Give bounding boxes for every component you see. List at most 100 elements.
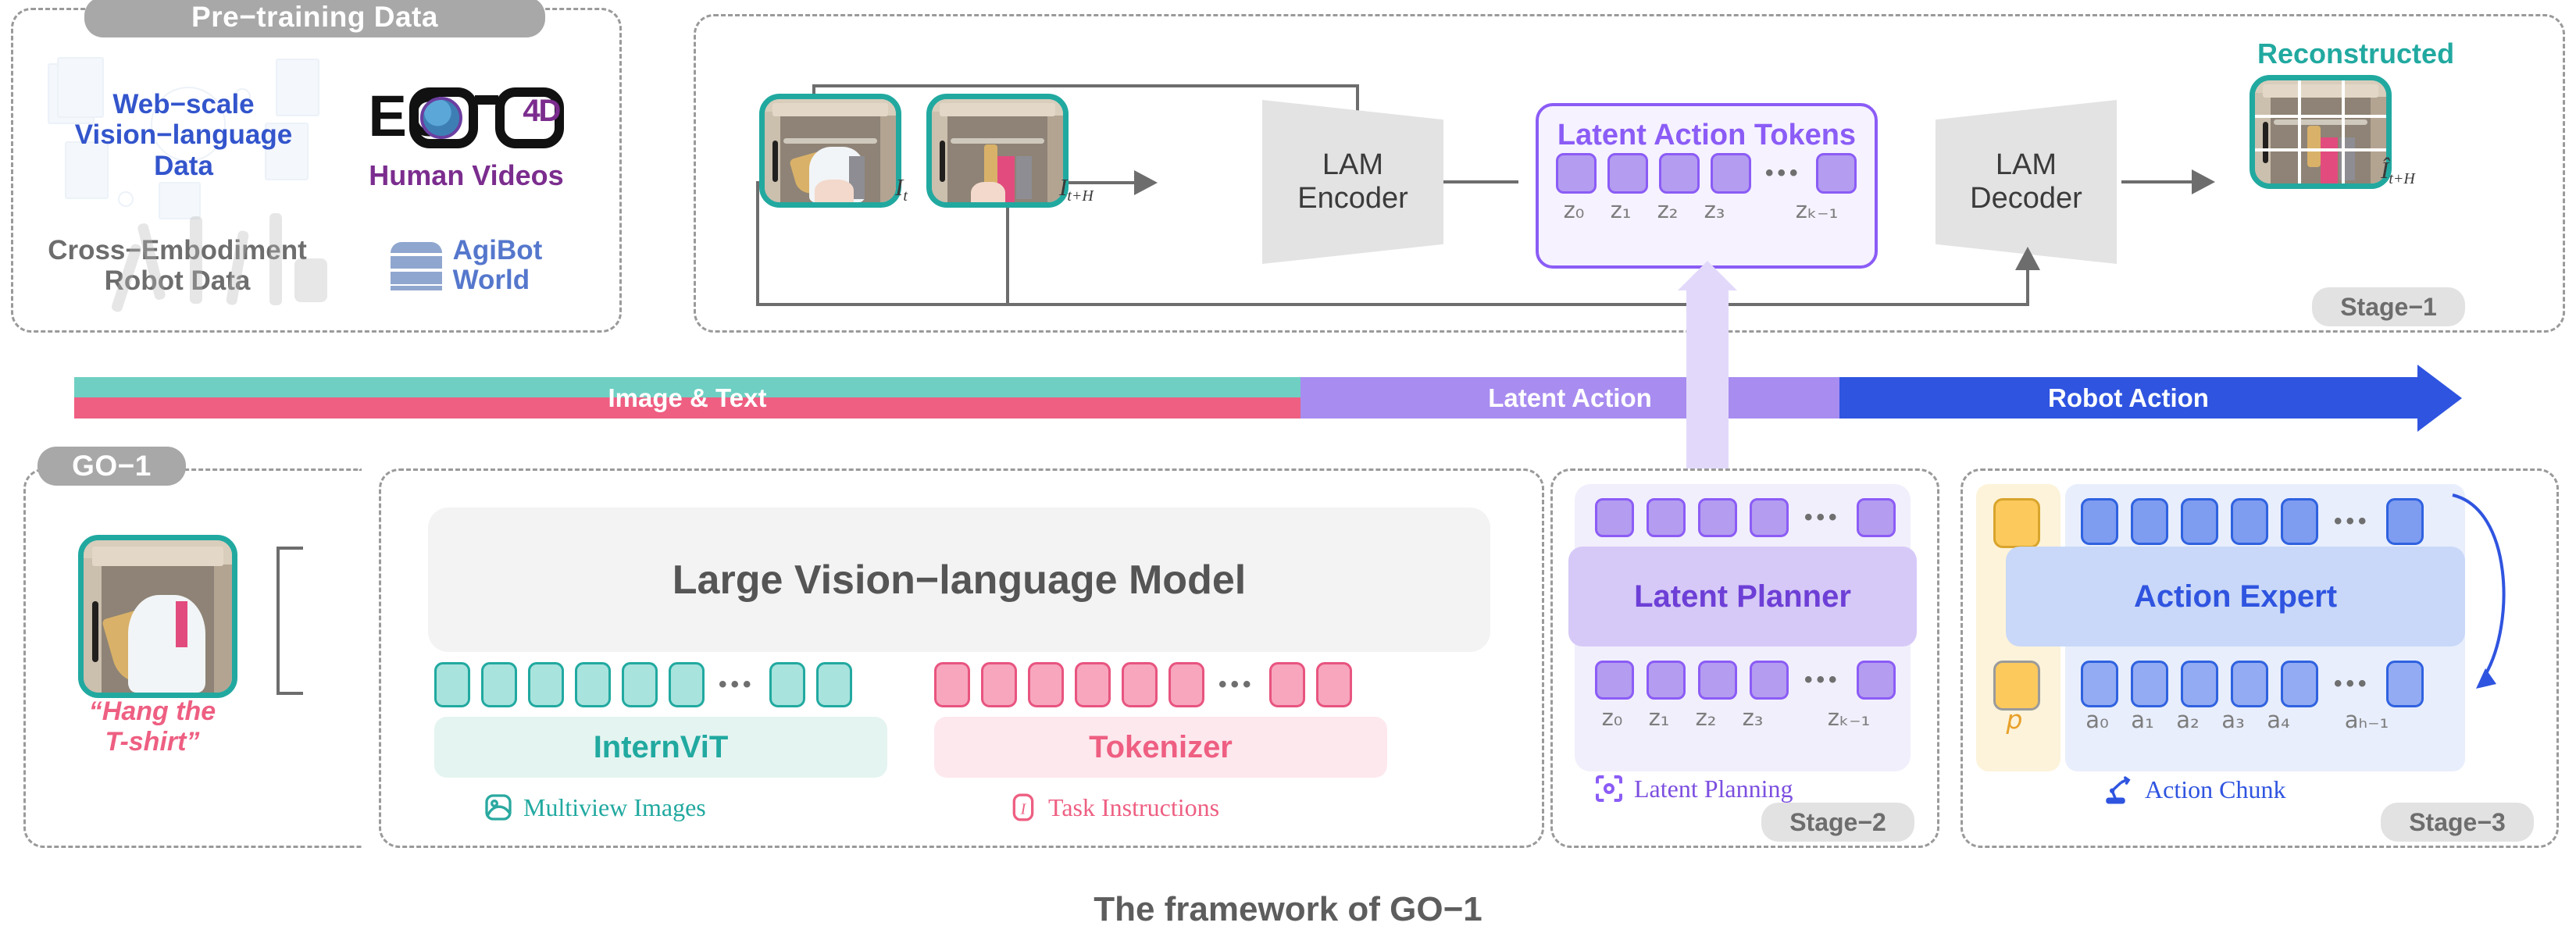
latent-planner-output-row: ••• [1595,661,1896,700]
latent-planning-legend-label: Latent Planning [1634,774,1793,803]
flow-segment-image-text-label: Image & Text [608,383,767,412]
modality-flow-bar: Image & Text Latent Action Robot Action [74,365,2462,432]
ego4d-logo: E G 4D [369,74,565,158]
vision-token [769,662,805,707]
latent-token-last [1815,153,1857,194]
input-frame-t [759,94,901,208]
document-cluster-decoration [41,51,326,219]
pretraining-data-tab: Pre−training Data [84,0,545,37]
svg-text:I: I [1020,800,1027,817]
latent-token-labels: z₀ z₁ z₂ z₃ zₖ₋₁ [1556,197,1840,223]
latent-planner-input-row: ••• [1595,498,1896,537]
lvlm-label: Large Vision−language Model [672,557,1247,603]
flow-bar-arrow-tip [2417,365,2462,432]
lam-encoder-label: LAM Encoder [1297,148,1408,215]
prefix-token-top [1993,498,2040,548]
brace-connector [277,547,280,695]
input-frame-t-caption: It [895,173,908,205]
decoder-to-reconstructed-arrow [2192,169,2215,194]
frame-th-return-line-v [1006,184,1009,306]
reconstructed-title: Reconstructed [2257,37,2455,69]
latent-token [1711,153,1751,194]
encoder-feed-line [1356,84,1359,125]
vision-token [815,662,852,707]
text-token [1268,662,1305,707]
action-expert-output-prefix-row [1993,661,2040,711]
decoder-to-reconstructed-line [2121,180,2196,183]
latent-planner-token-labels: z₀ z₁ z₂ z₃ zₖ₋₁ [1595,704,1871,731]
latent-link-arrow-head-up [1678,261,1737,290]
encoder-to-latent-line [1443,180,1518,183]
latent-planner-input-token [1698,498,1737,537]
action-output-token [2231,661,2268,707]
ellipsis-icon: ••• [1218,671,1255,697]
latent-token-label: z₂ [1657,197,1679,223]
latent-token [1659,153,1700,194]
reconstructed-frame-caption: Ît+H [2381,156,2415,188]
action-token-label: a₄ [2267,706,2290,733]
frames-to-encoder-arrow [1134,170,1158,195]
latent-planner-output-token [1750,661,1789,700]
vision-token [481,662,517,707]
pretraining-item-cross-embodiment-label: Cross−Embodiment Robot Data [48,234,307,296]
frames-to-encoder-line [1008,181,1140,184]
pretraining-item-cross-embodiment: Cross−Embodiment Robot Data [21,215,334,316]
stage2-badge: Stage−2 [1761,803,1914,842]
tokenizer-block: Tokenizer [934,717,1387,778]
stage3-badge: Stage−3 [2381,803,2534,842]
action-token-label: a₃ [2221,706,2245,733]
latent-token [1607,153,1648,194]
prefix-token-label: p [2006,704,2023,735]
pretraining-item-ego4d-label: Human Videos [369,159,564,192]
task-instruction-text: “Hang the T-shirt” [88,696,216,757]
latent-action-token-row: ••• [1556,153,1857,194]
text-token [981,662,1017,707]
ellipsis-icon: ••• [1765,160,1802,186]
action-output-token [2281,661,2318,707]
action-output-token [2131,661,2168,707]
latent-token-label-last: zₖ₋₁ [1795,197,1839,223]
lam-decoder-block: LAM Decoder [1936,100,2117,264]
colosseum-icon [390,240,442,290]
pretraining-item-agibot: AgiBot World [326,215,607,316]
action-token-label: a₁ [2131,706,2154,733]
action-recurrence-loop [2452,493,2506,689]
action-token-label: a₀ [2085,706,2109,733]
vision-token-row: ••• [434,662,852,707]
lam-decoder-label: LAM Decoder [1970,148,2082,215]
pretraining-item-web-scale-label: Web−scale Vision−language Data [74,89,293,181]
latent-planner-input-token [1647,498,1686,537]
multiview-images-legend: Multiview Images [483,792,706,823]
vision-token [622,662,658,707]
pretraining-item-web-scale: Web−scale Vision−language Data [35,57,332,213]
text-token [1028,662,1064,707]
brace-bottom-tick [277,692,303,695]
instruction-icon: I [1012,793,1034,821]
reconstructed-frame [2250,75,2392,189]
pretraining-item-ego4d: E G 4D Human Videos [326,53,607,213]
latent-token [1556,153,1597,194]
vision-token [528,662,564,707]
action-input-token [2231,498,2268,545]
lam-encoder-block: LAM Encoder [1262,100,1443,264]
latent-token-label: z₃ [1704,197,1725,223]
latent-planner-block: Latent Planner [1568,547,1917,646]
internvit-block: InternViT [434,717,887,778]
ego-letter-e: E [368,84,407,149]
skip-connection-line-horizontal [812,84,1359,87]
frame-to-decoder-arrow [2015,247,2040,270]
text-token [1075,662,1111,707]
ellipsis-icon: ••• [719,671,755,697]
latent-planner-output-token-last [1856,661,1896,700]
latent-planner-input-token-last [1856,498,1896,537]
focus-target-icon [1596,775,1622,802]
ellipsis-icon: ••• [1804,504,1841,530]
text-token [934,662,970,707]
action-output-token [2181,661,2218,707]
vision-token [669,662,705,707]
action-token-label: a₂ [2176,706,2200,733]
flow-segment-robot-action: Robot Action [1839,377,2417,419]
action-token-input-row: ••• [2081,498,2424,545]
